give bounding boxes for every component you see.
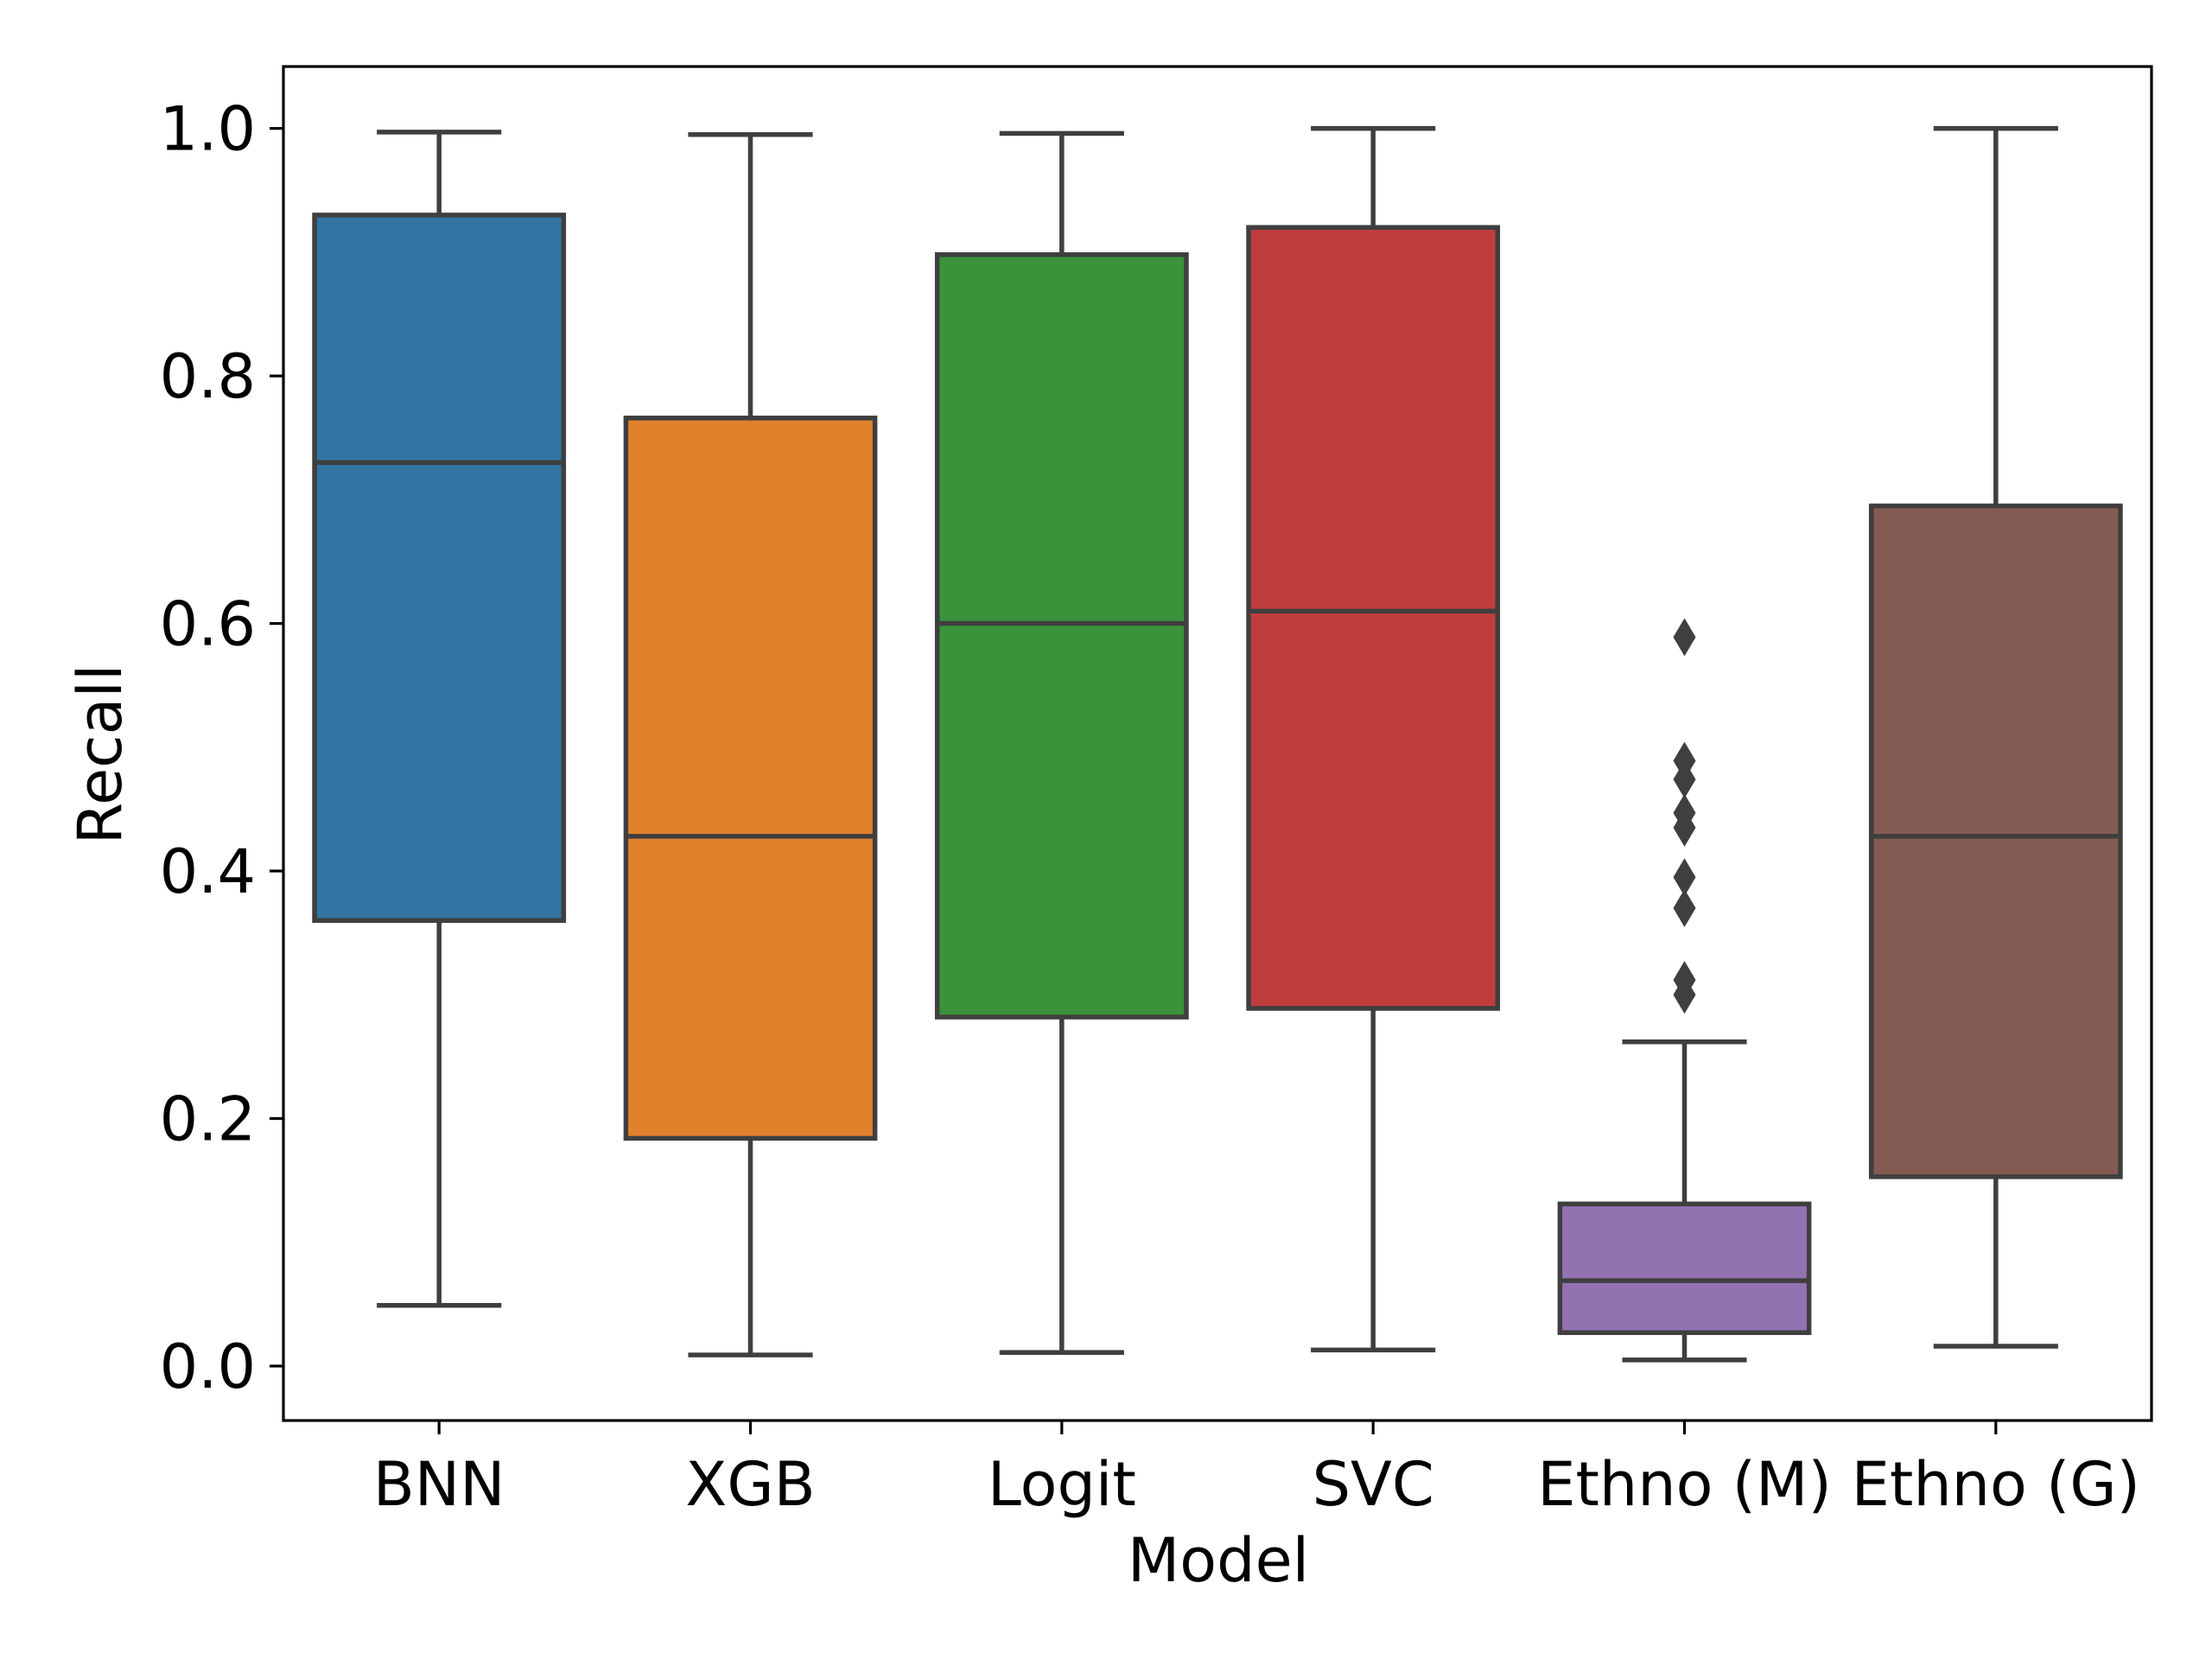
outlier-point bbox=[1673, 889, 1696, 928]
y-tick-label: 0.2 bbox=[160, 1084, 256, 1155]
x-tick-label: XGB bbox=[685, 1449, 815, 1520]
outlier-point bbox=[1673, 793, 1696, 832]
box-bnn bbox=[312, 130, 567, 1308]
box-svc bbox=[1246, 125, 1501, 1353]
y-tick-label: 0.4 bbox=[160, 836, 256, 907]
x-tick-label: Ethno (M) bbox=[1537, 1449, 1832, 1520]
box-iqr bbox=[623, 416, 878, 1141]
box-iqr bbox=[312, 213, 567, 924]
plot-area bbox=[282, 65, 2153, 1422]
y-axis-label: Recall bbox=[65, 664, 136, 845]
x-axis-label: Model bbox=[1128, 1525, 1309, 1596]
box-ethno-m bbox=[1557, 618, 1812, 1363]
outlier-point bbox=[1673, 618, 1696, 657]
y-axis: 0.0 0.2 0.4 0.6 0.8 1.0 bbox=[160, 94, 283, 1402]
y-tick-label: 0.0 bbox=[160, 1332, 256, 1402]
x-tick-label: Logit bbox=[988, 1449, 1136, 1520]
outlier-point bbox=[1673, 741, 1696, 780]
x-tick-label: Ethno (G) bbox=[1852, 1449, 2140, 1520]
box-logit bbox=[934, 130, 1189, 1355]
plot-frame bbox=[282, 65, 2153, 1422]
box-iqr bbox=[1246, 225, 1501, 1011]
x-tick-label: SVC bbox=[1313, 1449, 1434, 1520]
outlier-point bbox=[1673, 961, 1696, 1000]
box-iqr bbox=[1557, 1201, 1812, 1336]
y-tick-label: 0.8 bbox=[160, 341, 256, 412]
outlier-point bbox=[1673, 858, 1696, 897]
x-axis: BNN XGB Logit SVC Ethno (M) Ethno (G) bbox=[373, 1421, 2140, 1520]
box-xgb bbox=[623, 132, 878, 1357]
box-iqr bbox=[934, 251, 1189, 1020]
box-series bbox=[312, 125, 2123, 1363]
y-tick-label: 1.0 bbox=[160, 94, 256, 165]
box-iqr bbox=[1868, 503, 2123, 1179]
box-ethno-g bbox=[1868, 125, 2123, 1349]
y-tick-label: 0.6 bbox=[160, 589, 256, 660]
x-tick-label: BNN bbox=[373, 1449, 505, 1520]
